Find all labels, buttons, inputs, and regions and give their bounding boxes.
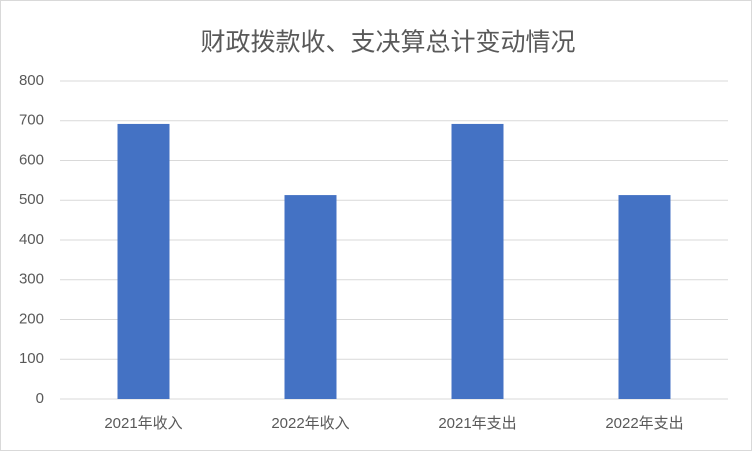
y-tick-label: 700 xyxy=(19,112,44,129)
y-tick-label: 400 xyxy=(19,231,44,248)
x-tick-label: 2022年支出 xyxy=(605,415,683,432)
y-tick-label: 300 xyxy=(19,271,44,288)
y-tick-label: 200 xyxy=(19,310,44,327)
y-tick-label: 600 xyxy=(19,151,44,168)
x-tick-label: 2022年收入 xyxy=(271,415,349,432)
y-tick-label: 500 xyxy=(19,191,44,208)
y-tick-label: 100 xyxy=(19,350,44,367)
bar xyxy=(451,123,504,400)
x-tick-label: 2021年收入 xyxy=(104,415,182,432)
chart-title: 财政拨款收、支决算总计变动情况 xyxy=(200,29,575,57)
y-tick-label: 800 xyxy=(19,72,44,89)
bar xyxy=(117,123,170,400)
bar xyxy=(618,195,671,399)
bar xyxy=(284,195,337,399)
y-tick-label: 0 xyxy=(36,390,44,407)
x-tick-label: 2021年支出 xyxy=(438,415,516,432)
